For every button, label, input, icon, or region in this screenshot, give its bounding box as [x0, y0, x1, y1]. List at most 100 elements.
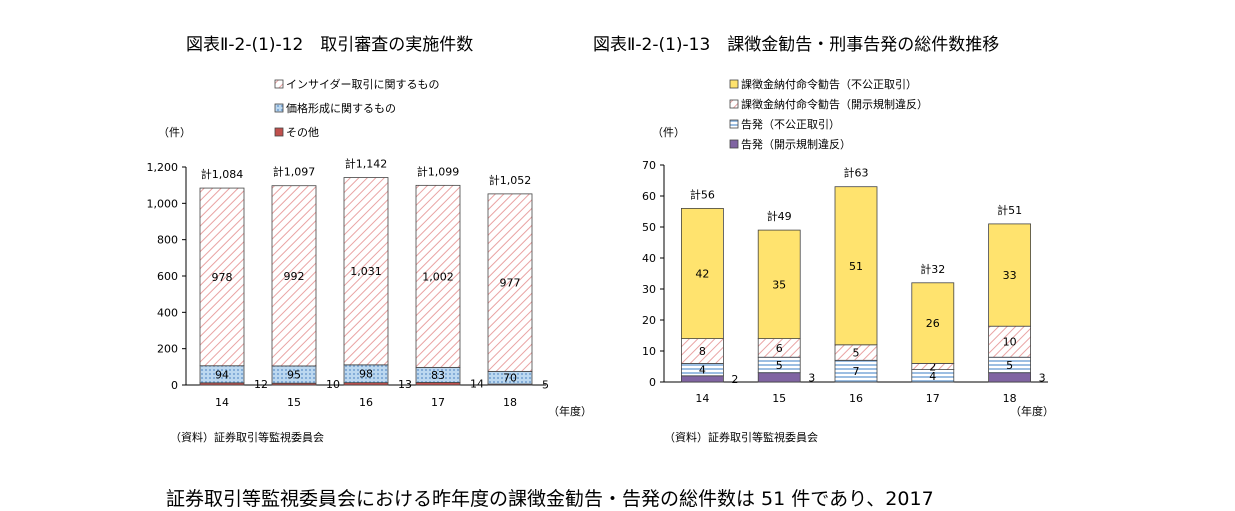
x-tick-label: 17 [431, 396, 445, 409]
chart-title-left: 図表Ⅱ-2-(1)-12 取引審査の実施件数 [186, 35, 474, 55]
legend-swatch [729, 79, 739, 89]
total-label: 計51 [997, 203, 1022, 217]
unit-label: （件） [158, 126, 191, 139]
data-label: 70 [503, 372, 517, 385]
data-label: 95 [287, 369, 301, 382]
data-label: 2 [731, 373, 738, 386]
legend-swatch [274, 127, 284, 137]
legend-swatch [729, 99, 739, 109]
y-tick-label: 10 [642, 345, 656, 358]
total-label: 計1,052 [489, 173, 532, 187]
data-label: 14 [470, 378, 484, 391]
y-tick-label: 30 [642, 283, 656, 296]
source-note: （資料）証券取引等監視委員会 [664, 430, 818, 444]
x-tick-label: 14 [215, 396, 229, 409]
data-label: 42 [695, 268, 709, 281]
y-tick-label: 0 [171, 379, 178, 392]
total-label: 計1,142 [345, 157, 388, 171]
total-label: 計1,099 [417, 164, 460, 178]
y-tick-label: 20 [642, 314, 656, 327]
chart-trade-reviews: （件） 0 200 400 600 800 1,000 1,200 12 94 978 計1,084 1… [147, 77, 593, 444]
bar-segment [834, 186, 878, 346]
data-label: 12 [254, 378, 268, 391]
data-label: 26 [926, 317, 940, 330]
total-label: 計1,084 [201, 167, 244, 181]
y-tick-label: 800 [157, 234, 178, 247]
y-tick-label: 1,200 [147, 161, 179, 174]
x-tick-label: 16 [359, 396, 373, 409]
bar-segment [271, 185, 317, 367]
legend-label: 価格形成に関するもの [286, 101, 396, 115]
legend-label: 告発（不公正取引） [741, 117, 840, 131]
x-tick-label: 18 [503, 396, 517, 409]
data-label: 94 [215, 368, 229, 381]
data-label: 51 [849, 260, 863, 273]
bar-segment [911, 282, 955, 364]
y-tick-label: 200 [157, 343, 178, 356]
data-label: 10 [326, 378, 340, 391]
data-label: 978 [212, 271, 233, 284]
y-tick-label: 50 [642, 221, 656, 234]
x-axis-label: （年度） [548, 404, 592, 418]
data-label: 6 [776, 342, 783, 355]
unit-label: （件） [652, 126, 685, 139]
data-label: 4 [929, 370, 936, 383]
total-label: 計63 [844, 166, 869, 180]
y-tick-label: 400 [157, 306, 178, 319]
y-tick-label: 70 [642, 159, 656, 172]
bar-segment [681, 338, 724, 364]
x-tick-label: 17 [926, 392, 940, 405]
bar-segment [487, 193, 533, 372]
data-label: 3 [1039, 371, 1046, 384]
bar-segment [757, 372, 801, 383]
total-label: 計32 [920, 262, 945, 276]
x-tick-label: 14 [695, 392, 709, 405]
bar-segment [681, 375, 724, 383]
data-label: 7 [853, 365, 860, 378]
data-label: 10 [1003, 336, 1017, 349]
bar-segment [988, 325, 1032, 358]
y-tick-label: 40 [642, 252, 656, 265]
legend-label: その他 [286, 126, 319, 139]
chart-penalties-accusations: （件）01020304050607024842計561435635計491575… [642, 77, 1054, 444]
data-label: 5 [776, 359, 783, 372]
bar-segment [988, 372, 1032, 383]
bar-segment [415, 184, 461, 368]
chart-title-right: 図表Ⅱ-2-(1)-13 課徴金勧告・刑事告発の総件数推移 [593, 35, 1000, 55]
x-tick-label: 18 [1003, 392, 1017, 405]
bar-segment [681, 207, 724, 339]
legend-swatch [729, 139, 739, 149]
data-label: 13 [398, 378, 412, 391]
data-label: 3 [808, 371, 815, 384]
y-tick-label: 60 [642, 190, 656, 203]
data-label: 977 [500, 277, 521, 290]
total-label: 計1,097 [273, 165, 316, 179]
legend-label: 課徴金納付命令勧告（不公正取引） [741, 77, 917, 91]
data-label: 5 [542, 379, 549, 392]
x-axis-label: （年度） [1010, 404, 1054, 418]
data-label: 35 [772, 278, 786, 291]
total-label: 計49 [767, 209, 792, 223]
data-label: 4 [699, 364, 706, 377]
total-label: 計56 [690, 187, 715, 201]
bar-segment [199, 187, 245, 367]
data-label: 83 [431, 369, 445, 382]
data-label: 2 [929, 361, 936, 374]
legend-swatch [274, 79, 284, 89]
x-tick-label: 15 [772, 392, 786, 405]
legend-label: インサイダー取引に関するもの [286, 77, 440, 91]
x-tick-label: 15 [287, 396, 301, 409]
source-note: （資料）証券取引等監視委員会 [170, 430, 324, 444]
y-tick-label: 0 [649, 376, 656, 389]
y-tick-label: 1,000 [147, 197, 179, 210]
legend-label: 告発（開示規制違反） [741, 137, 851, 151]
legend-swatch [274, 103, 284, 113]
x-tick-label: 16 [849, 392, 863, 405]
data-label: 992 [284, 270, 305, 283]
data-label: 5 [1006, 359, 1013, 372]
data-label: 33 [1003, 269, 1017, 282]
data-label: 98 [359, 368, 373, 381]
y-tick-label: 600 [157, 270, 178, 283]
bar-segment [343, 177, 389, 366]
bar-segment [757, 229, 801, 340]
